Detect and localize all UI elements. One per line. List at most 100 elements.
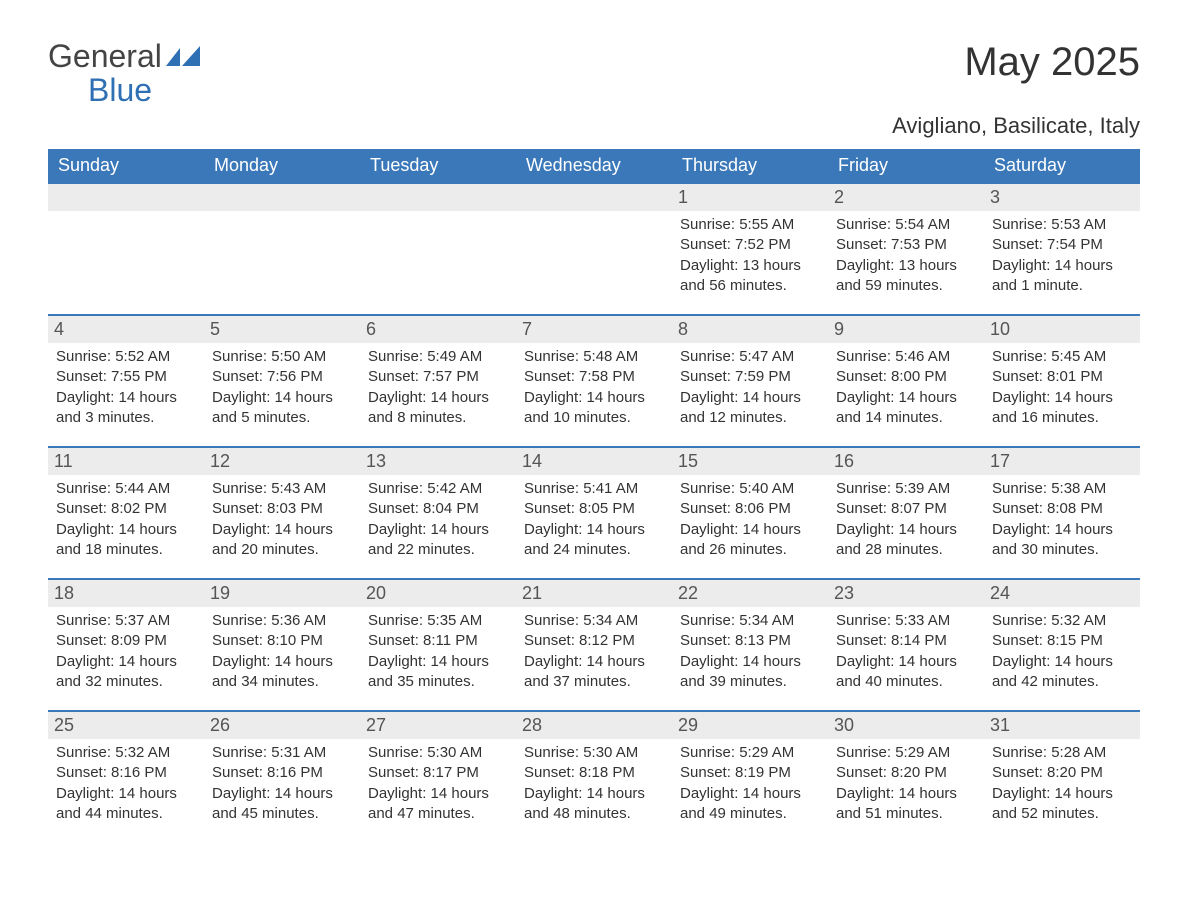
day-daylight: Daylight: 14 hours and 18 minutes. (56, 520, 196, 561)
day-sunset: Sunset: 8:18 PM (524, 763, 664, 783)
day-sunrise: Sunrise: 5:44 AM (56, 479, 196, 499)
week-row: 4Sunrise: 5:52 AMSunset: 7:55 PMDaylight… (48, 315, 1140, 447)
day-sunset: Sunset: 8:00 PM (836, 367, 976, 387)
day-sunset: Sunset: 8:01 PM (992, 367, 1132, 387)
day-cell: 25Sunrise: 5:32 AMSunset: 8:16 PMDayligh… (48, 711, 204, 842)
month-title: May 2025 (964, 40, 1140, 85)
day-number: 3 (984, 184, 1140, 211)
day-daylight: Daylight: 14 hours and 45 minutes. (212, 784, 352, 825)
logo-accent-icon (166, 46, 200, 66)
day-sunset: Sunset: 8:03 PM (212, 499, 352, 519)
week-row: ....1Sunrise: 5:55 AMSunset: 7:52 PMDayl… (48, 183, 1140, 315)
day-sunrise: Sunrise: 5:35 AM (368, 611, 508, 631)
day-sunset: Sunset: 7:59 PM (680, 367, 820, 387)
day-number: 31 (984, 712, 1140, 739)
day-cell: . (516, 183, 672, 315)
day-daylight: Daylight: 14 hours and 42 minutes. (992, 652, 1132, 693)
day-number: 29 (672, 712, 828, 739)
day-daylight: Daylight: 14 hours and 12 minutes. (680, 388, 820, 429)
day-sunrise: Sunrise: 5:52 AM (56, 347, 196, 367)
day-number: 20 (360, 580, 516, 607)
day-sunrise: Sunrise: 5:36 AM (212, 611, 352, 631)
day-daylight: Daylight: 13 hours and 56 minutes. (680, 256, 820, 297)
day-daylight: Daylight: 14 hours and 49 minutes. (680, 784, 820, 825)
day-header-row: SundayMondayTuesdayWednesdayThursdayFrid… (48, 149, 1140, 183)
day-cell: . (360, 183, 516, 315)
day-daylight: Daylight: 14 hours and 1 minute. (992, 256, 1132, 297)
day-cell: 13Sunrise: 5:42 AMSunset: 8:04 PMDayligh… (360, 447, 516, 579)
day-sunset: Sunset: 8:16 PM (212, 763, 352, 783)
day-number: 26 (204, 712, 360, 739)
week-row: 18Sunrise: 5:37 AMSunset: 8:09 PMDayligh… (48, 579, 1140, 711)
day-sunset: Sunset: 8:11 PM (368, 631, 508, 651)
day-number: 21 (516, 580, 672, 607)
day-cell: 6Sunrise: 5:49 AMSunset: 7:57 PMDaylight… (360, 315, 516, 447)
day-sunset: Sunset: 8:16 PM (56, 763, 196, 783)
day-sunset: Sunset: 8:15 PM (992, 631, 1132, 651)
day-daylight: Daylight: 14 hours and 5 minutes. (212, 388, 352, 429)
day-daylight: Daylight: 14 hours and 26 minutes. (680, 520, 820, 561)
day-daylight: Daylight: 14 hours and 28 minutes. (836, 520, 976, 561)
day-sunrise: Sunrise: 5:30 AM (524, 743, 664, 763)
day-number: 22 (672, 580, 828, 607)
day-sunset: Sunset: 8:05 PM (524, 499, 664, 519)
day-number: 30 (828, 712, 984, 739)
day-sunrise: Sunrise: 5:45 AM (992, 347, 1132, 367)
day-number: 25 (48, 712, 204, 739)
day-sunrise: Sunrise: 5:46 AM (836, 347, 976, 367)
day-number: 6 (360, 316, 516, 343)
day-cell: 17Sunrise: 5:38 AMSunset: 8:08 PMDayligh… (984, 447, 1140, 579)
day-daylight: Daylight: 14 hours and 39 minutes. (680, 652, 820, 693)
day-cell: . (204, 183, 360, 315)
day-body: Sunrise: 5:45 AMSunset: 8:01 PMDaylight:… (992, 347, 1132, 428)
day-sunset: Sunset: 7:54 PM (992, 235, 1132, 255)
day-header-friday: Friday (828, 149, 984, 183)
day-cell: 20Sunrise: 5:35 AMSunset: 8:11 PMDayligh… (360, 579, 516, 711)
day-cell: 1Sunrise: 5:55 AMSunset: 7:52 PMDaylight… (672, 183, 828, 315)
day-cell: 4Sunrise: 5:52 AMSunset: 7:55 PMDaylight… (48, 315, 204, 447)
day-number: 14 (516, 448, 672, 475)
day-sunrise: Sunrise: 5:49 AM (368, 347, 508, 367)
day-daylight: Daylight: 14 hours and 10 minutes. (524, 388, 664, 429)
day-number: . (48, 184, 204, 211)
day-number: 19 (204, 580, 360, 607)
day-cell: 2Sunrise: 5:54 AMSunset: 7:53 PMDaylight… (828, 183, 984, 315)
day-daylight: Daylight: 14 hours and 51 minutes. (836, 784, 976, 825)
day-sunrise: Sunrise: 5:41 AM (524, 479, 664, 499)
day-sunrise: Sunrise: 5:34 AM (680, 611, 820, 631)
day-body: Sunrise: 5:44 AMSunset: 8:02 PMDaylight:… (56, 479, 196, 560)
day-sunset: Sunset: 8:08 PM (992, 499, 1132, 519)
day-cell: 5Sunrise: 5:50 AMSunset: 7:56 PMDaylight… (204, 315, 360, 447)
day-number: 5 (204, 316, 360, 343)
logo-blue: Blue (88, 74, 162, 108)
day-sunrise: Sunrise: 5:40 AM (680, 479, 820, 499)
day-number: 13 (360, 448, 516, 475)
day-sunrise: Sunrise: 5:54 AM (836, 215, 976, 235)
day-body: Sunrise: 5:29 AMSunset: 8:20 PMDaylight:… (836, 743, 976, 824)
day-header-saturday: Saturday (984, 149, 1140, 183)
day-number: 24 (984, 580, 1140, 607)
day-cell: 26Sunrise: 5:31 AMSunset: 8:16 PMDayligh… (204, 711, 360, 842)
day-body: Sunrise: 5:28 AMSunset: 8:20 PMDaylight:… (992, 743, 1132, 824)
day-number: 17 (984, 448, 1140, 475)
day-daylight: Daylight: 14 hours and 52 minutes. (992, 784, 1132, 825)
day-number: 12 (204, 448, 360, 475)
day-sunset: Sunset: 8:20 PM (836, 763, 976, 783)
day-sunrise: Sunrise: 5:32 AM (56, 743, 196, 763)
day-sunset: Sunset: 8:06 PM (680, 499, 820, 519)
day-cell: 14Sunrise: 5:41 AMSunset: 8:05 PMDayligh… (516, 447, 672, 579)
week-row: 11Sunrise: 5:44 AMSunset: 8:02 PMDayligh… (48, 447, 1140, 579)
day-cell: 18Sunrise: 5:37 AMSunset: 8:09 PMDayligh… (48, 579, 204, 711)
day-sunset: Sunset: 7:56 PM (212, 367, 352, 387)
day-body: Sunrise: 5:55 AMSunset: 7:52 PMDaylight:… (680, 215, 820, 296)
day-header-thursday: Thursday (672, 149, 828, 183)
day-daylight: Daylight: 14 hours and 37 minutes. (524, 652, 664, 693)
day-sunrise: Sunrise: 5:48 AM (524, 347, 664, 367)
day-cell: 29Sunrise: 5:29 AMSunset: 8:19 PMDayligh… (672, 711, 828, 842)
day-sunrise: Sunrise: 5:30 AM (368, 743, 508, 763)
calendar-body: ....1Sunrise: 5:55 AMSunset: 7:52 PMDayl… (48, 183, 1140, 842)
day-sunset: Sunset: 8:13 PM (680, 631, 820, 651)
day-number: 4 (48, 316, 204, 343)
day-cell: 31 Sunrise: 5:28 AMSunset: 8:20 PMDayligh… (984, 711, 1140, 842)
day-header-tuesday: Tuesday (360, 149, 516, 183)
